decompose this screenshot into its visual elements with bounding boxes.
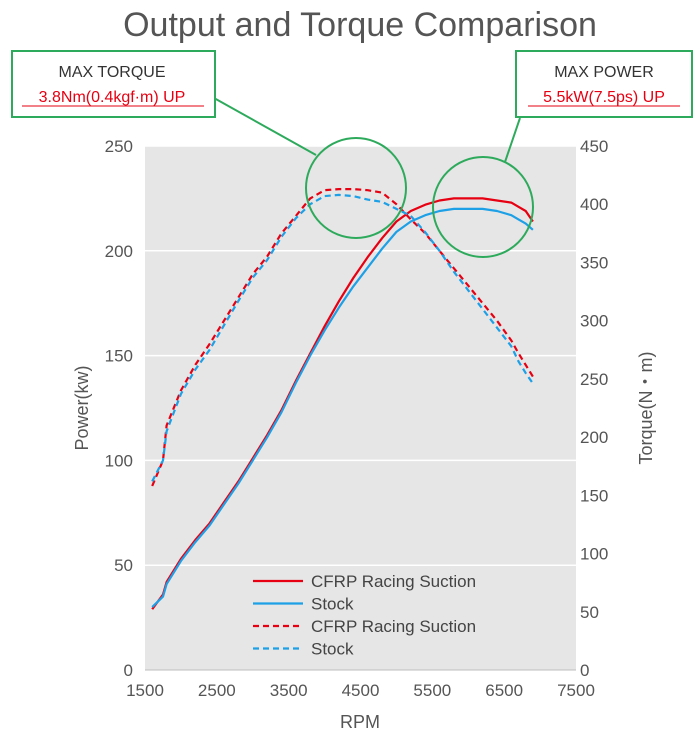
legend: CFRP Racing Suction Stock CFRP Racing Suct… <box>253 572 476 659</box>
x-tick-label: 4500 <box>342 681 380 700</box>
chart-title: Output and Torque Comparison <box>123 6 597 44</box>
series-line-power-cfrp <box>151 197 534 610</box>
callout-heading: MAX POWER <box>554 64 654 81</box>
x-tick-label: 1500 <box>126 681 164 700</box>
callout-max-power: MAX POWER 5.5kW(7.5ps) UP <box>432 50 693 258</box>
legend-label: CFRP Racing Suction <box>311 617 476 636</box>
y-right-tick-label: 100 <box>580 545 608 564</box>
y-axis-left-title: Power(kw) <box>72 365 92 450</box>
callout-connector <box>504 117 521 163</box>
legend-label: Stock <box>311 595 354 614</box>
callout-value: 5.5kW(7.5ps) UP <box>543 89 665 106</box>
series-line-power-stock <box>151 207 534 608</box>
y-left-tick-label: 100 <box>105 451 133 470</box>
callout-max-torque: MAX TORQUE 3.8Nm(0.4kgf·m) UP <box>11 50 407 239</box>
x-tick-label: 2500 <box>198 681 236 700</box>
y-right-tick-label: 300 <box>580 312 608 331</box>
y-left-tick-label: 0 <box>124 661 133 680</box>
y-left-tick-label: 50 <box>114 556 133 575</box>
legend-label: Stock <box>311 640 354 659</box>
x-axis-title: RPM <box>340 712 380 732</box>
y-left-tick-label: 150 <box>105 347 133 366</box>
series-line-torque-cfrp <box>151 188 534 487</box>
y-right-tick-label: 350 <box>580 253 608 272</box>
y-right-tick-label: 0 <box>580 661 589 680</box>
legend-label: CFRP Racing Suction <box>311 572 476 591</box>
y-right-tick-label: 250 <box>580 370 608 389</box>
callout-value: 3.8Nm(0.4kgf·m) UP <box>39 89 186 106</box>
x-tick-label: 7500 <box>557 681 595 700</box>
series-layer <box>151 188 534 610</box>
x-tick-label: 6500 <box>485 681 523 700</box>
highlight-circle <box>305 137 407 239</box>
callout-heading: MAX TORQUE <box>59 64 166 81</box>
y-right-tick-label: 150 <box>580 486 608 505</box>
y-left-tick-label: 200 <box>105 242 133 261</box>
callout-connector <box>213 97 317 156</box>
x-tick-label: 3500 <box>270 681 308 700</box>
y-right-tick-label: 450 <box>580 137 608 156</box>
plot-area <box>145 146 576 670</box>
y-right-tick-label: 400 <box>580 195 608 214</box>
y-right-tick-label: 200 <box>580 428 608 447</box>
y-axis-right-title: Torque(N・m) <box>636 351 656 464</box>
grid-lines <box>145 145 576 566</box>
axis-layer: 1500 2500 3500 4500 5500 6500 7500050100150200… <box>105 137 609 700</box>
y-right-tick-label: 50 <box>580 603 599 622</box>
highlight-circle <box>432 156 534 258</box>
series-line-torque-stock <box>151 193 534 482</box>
callout-box <box>11 50 216 118</box>
callout-box <box>515 50 693 118</box>
x-tick-label: 5500 <box>413 681 451 700</box>
y-left-tick-label: 250 <box>105 137 133 156</box>
